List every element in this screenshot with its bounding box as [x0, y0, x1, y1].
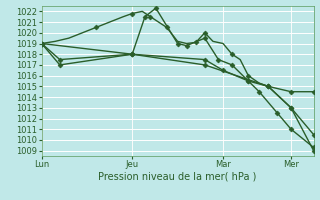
X-axis label: Pression niveau de la mer( hPa ): Pression niveau de la mer( hPa ): [99, 172, 257, 182]
